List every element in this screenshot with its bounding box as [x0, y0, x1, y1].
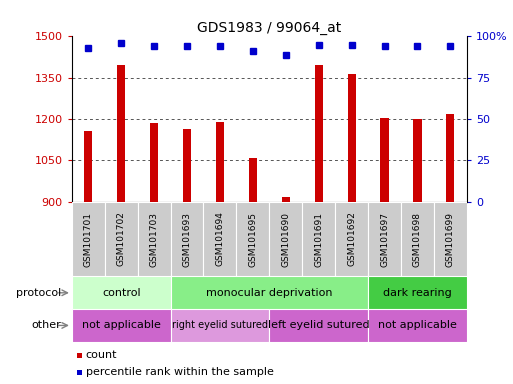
Bar — [72, 276, 170, 309]
Bar — [302, 202, 335, 276]
Text: GSM101702: GSM101702 — [116, 212, 126, 266]
Bar — [72, 202, 105, 276]
Bar — [368, 202, 401, 276]
Text: GSM101691: GSM101691 — [314, 212, 323, 266]
Text: GSM101698: GSM101698 — [413, 212, 422, 266]
Bar — [381, 118, 389, 202]
Bar — [170, 276, 368, 309]
Bar — [269, 309, 368, 342]
Text: dark rearing: dark rearing — [383, 288, 452, 298]
Bar — [137, 202, 171, 276]
Bar — [170, 309, 269, 342]
Bar — [117, 65, 125, 202]
Bar — [401, 202, 434, 276]
Text: GSM101701: GSM101701 — [84, 212, 93, 266]
Bar — [204, 202, 236, 276]
Text: GSM101692: GSM101692 — [347, 212, 356, 266]
Text: left eyelid sutured: left eyelid sutured — [268, 320, 369, 331]
Bar — [269, 202, 302, 276]
Text: GSM101690: GSM101690 — [281, 212, 290, 266]
Text: right eyelid sutured: right eyelid sutured — [172, 320, 268, 331]
Bar — [72, 309, 170, 342]
Bar — [216, 122, 224, 202]
Text: not applicable: not applicable — [378, 320, 457, 331]
Bar — [314, 65, 323, 202]
Bar — [347, 74, 356, 202]
Bar — [170, 202, 204, 276]
Bar — [84, 131, 92, 202]
Bar — [446, 114, 455, 202]
Text: GSM101703: GSM101703 — [150, 212, 159, 266]
Text: protocol: protocol — [16, 288, 62, 298]
Bar — [105, 202, 137, 276]
Bar — [368, 309, 467, 342]
Text: GSM101693: GSM101693 — [183, 212, 191, 266]
Bar — [183, 129, 191, 202]
Text: not applicable: not applicable — [82, 320, 161, 331]
Text: GSM101699: GSM101699 — [446, 212, 455, 266]
Text: GSM101697: GSM101697 — [380, 212, 389, 266]
Title: GDS1983 / 99064_at: GDS1983 / 99064_at — [197, 22, 342, 35]
Text: other: other — [32, 320, 62, 331]
Text: monocular deprivation: monocular deprivation — [206, 288, 332, 298]
Bar — [335, 202, 368, 276]
Text: percentile rank within the sample: percentile rank within the sample — [86, 367, 273, 377]
Bar — [249, 157, 257, 202]
Text: control: control — [102, 288, 141, 298]
Bar — [413, 119, 422, 202]
Bar — [236, 202, 269, 276]
Text: GSM101695: GSM101695 — [248, 212, 258, 266]
Text: count: count — [86, 350, 117, 360]
Text: GSM101694: GSM101694 — [215, 212, 225, 266]
Bar — [368, 276, 467, 309]
Bar — [282, 197, 290, 202]
Bar — [150, 123, 158, 202]
Bar — [434, 202, 467, 276]
